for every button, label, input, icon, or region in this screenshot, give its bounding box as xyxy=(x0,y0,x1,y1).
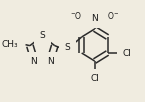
Text: $^{-}$O: $^{-}$O xyxy=(70,10,83,21)
Text: Cl: Cl xyxy=(123,48,131,58)
Text: N: N xyxy=(48,57,54,66)
Text: CH₃: CH₃ xyxy=(1,40,18,49)
Text: O$^{-}$: O$^{-}$ xyxy=(107,10,119,21)
Text: S: S xyxy=(39,30,45,39)
Text: S: S xyxy=(65,43,70,53)
Text: N: N xyxy=(91,14,98,23)
Text: Cl: Cl xyxy=(90,74,99,83)
Text: N: N xyxy=(30,57,37,66)
